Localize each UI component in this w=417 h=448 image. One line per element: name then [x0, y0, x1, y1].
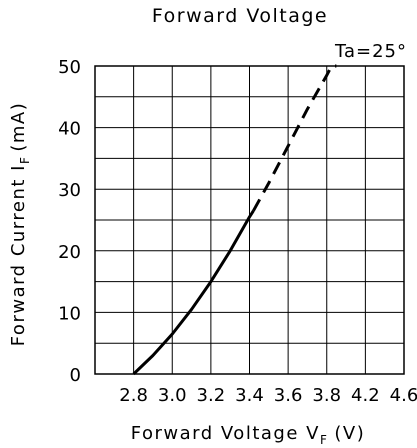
y-axis-label-main: Forward Current I: [8, 164, 29, 346]
chart-title: Forward Voltage: [152, 5, 328, 27]
x-tick-label: 2.8: [119, 385, 148, 406]
axis-ticks: 2.8 3.0 3.2 3.4 3.6 3.8 4.2 4.6 0 10 20 30 40 50: [58, 57, 417, 406]
y-tick-label: 30: [58, 180, 81, 201]
x-tick-label: 3.2: [197, 385, 226, 406]
y-axis-label: Forward Current IF (mA): [8, 102, 32, 347]
x-tick-label: 4.6: [390, 385, 417, 406]
y-axis-label-sub: F: [18, 156, 32, 164]
y-axis-label-unit: (mA): [8, 102, 29, 152]
x-axis-label-sub: F: [320, 433, 328, 447]
series-line-dashed: [252, 64, 337, 212]
x-tick-label: 3.0: [158, 385, 187, 406]
x-tick-label: 3.6: [274, 385, 303, 406]
y-tick-label: 20: [58, 242, 81, 263]
grid: [95, 66, 404, 374]
x-tick-label: 4.2: [351, 385, 380, 406]
x-tick-label: 3.8: [312, 385, 341, 406]
condition-annotation: Ta=25°: [334, 41, 407, 62]
x-axis-label-main: Forward Voltage V: [131, 423, 320, 444]
y-tick-label: 10: [58, 303, 81, 324]
y-tick-label: 0: [70, 365, 81, 386]
x-tick-label: 3.4: [235, 385, 264, 406]
y-tick-label: 50: [58, 57, 81, 78]
series: [132, 64, 337, 376]
y-tick-label: 40: [58, 119, 81, 140]
series-line-solid: [132, 209, 255, 376]
x-axis-label-unit: (V): [334, 423, 365, 444]
x-axis-label: Forward Voltage VF (V): [131, 423, 365, 447]
plot-frame: [94, 65, 405, 375]
